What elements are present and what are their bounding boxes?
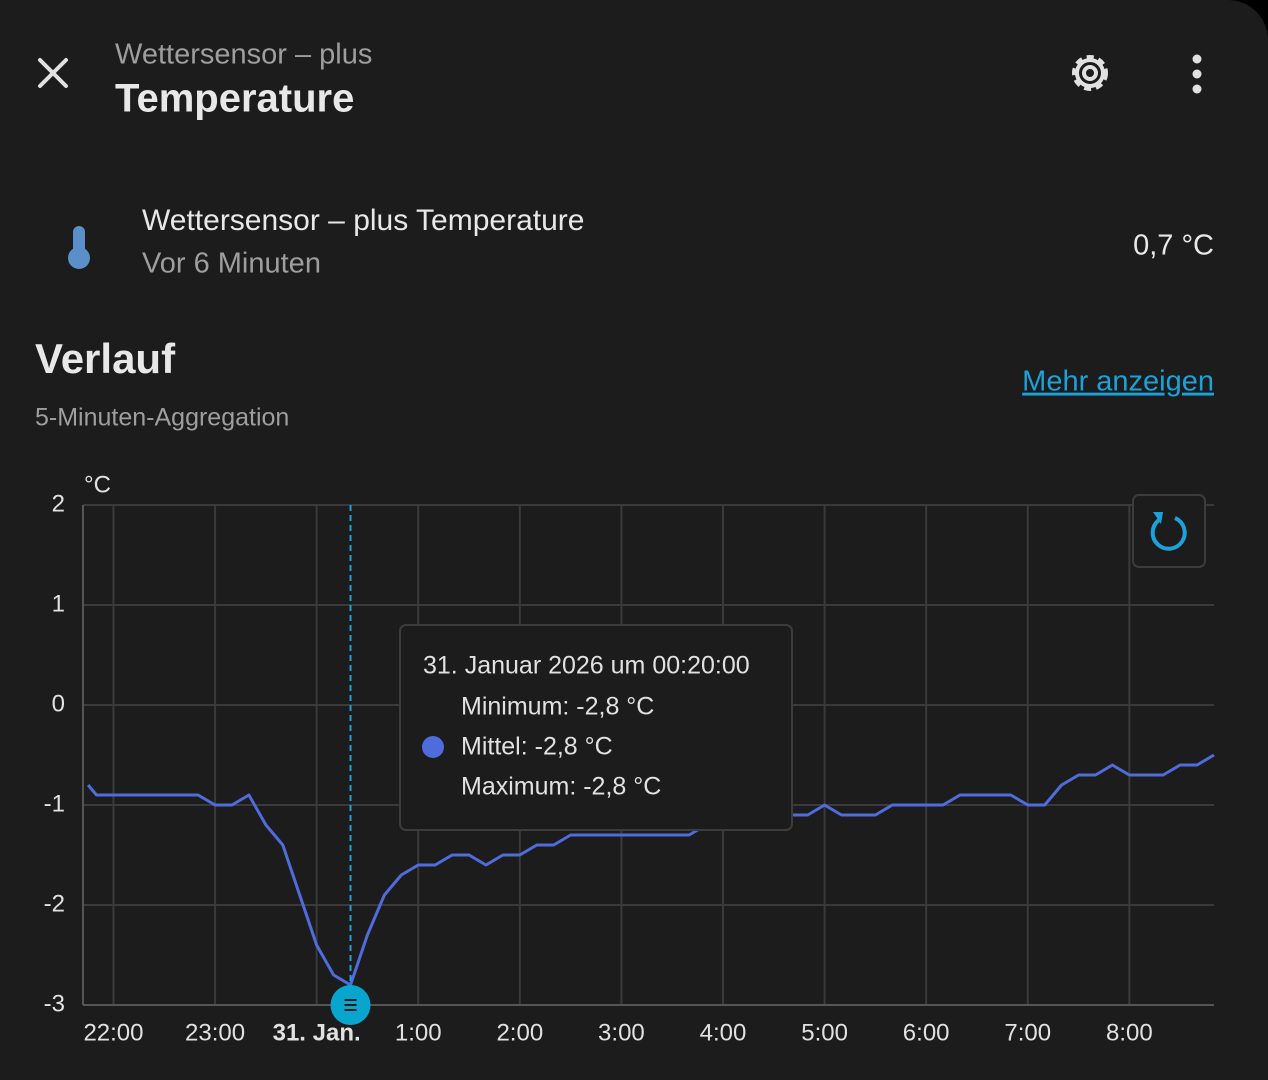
y-tick-label: -3 [44,990,65,1017]
settings-button[interactable] [1072,55,1108,91]
more-button[interactable] [1192,54,1202,94]
x-tick-label: 4:00 [700,1019,747,1046]
x-tick-label: 23:00 [185,1019,245,1046]
y-tick-label: -2 [44,890,65,917]
x-tick-label: 6:00 [903,1019,950,1046]
tooltip-line: Maximum: -2,8 °C [461,773,661,801]
tooltip-line: Minimum: -2,8 °C [461,693,654,721]
y-axis-label: °C [84,471,111,498]
temperature-line [86,753,1215,987]
tooltip-title: 31. Januar 2026 um 00:20:00 [423,652,750,680]
entity-state: 0,7 °C [1133,230,1214,262]
x-tick-label: 8:00 [1106,1019,1153,1046]
y-tick-label: 0 [52,690,65,717]
y-tick-label: 1 [52,590,65,617]
x-tick-label: 2:00 [496,1019,543,1046]
x-tick-label: 7:00 [1004,1019,1051,1046]
x-tick-label: 22:00 [83,1019,143,1046]
tooltip-marker [422,736,444,758]
history-subtitle: 5-Minuten-Aggregation [35,404,289,432]
thermometer-icon [68,226,90,269]
reset-zoom-button[interactable] [1132,494,1206,568]
more-link[interactable]: Mehr anzeigen [1022,366,1214,398]
y-tick-label: -1 [44,790,65,817]
entity-name: Wettersensor – plus Temperature [142,204,584,237]
x-tick-label: 5:00 [801,1019,848,1046]
history-title: Verlauf [35,335,176,382]
tooltip-box [399,624,793,831]
tooltip-line: Mittel: -2,8 °C [461,733,613,761]
tooltip: 31. Januar 2026 um 00:20:00 Minimum: -2,8… [399,624,793,831]
dialog-title: Temperature [115,77,354,121]
x-tick-label: 3:00 [598,1019,645,1046]
close-button[interactable] [38,58,68,88]
y-tick-label: 2 [52,490,65,517]
dialog-subtitle: Wettersensor – plus [115,39,372,71]
entity-last-changed: Vor 6 Minuten [142,248,321,280]
x-tick-label: 1:00 [395,1019,442,1046]
